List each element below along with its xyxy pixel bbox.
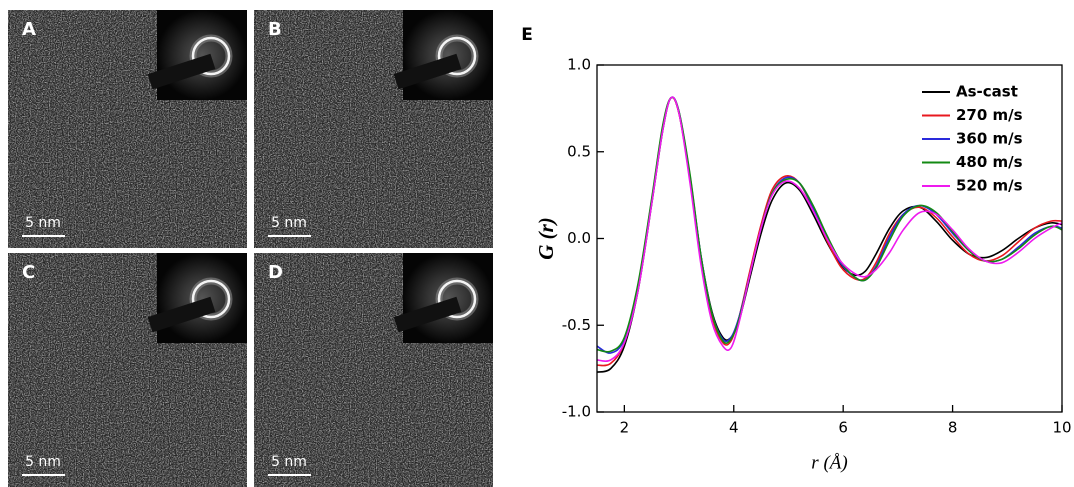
gr-chart: E -1.0 -0.5 0.0 0.5 1.0 2 4 6 8 10 G (r) r (Å) As-cas… (521, 25, 1071, 473)
beam-stop (393, 296, 462, 333)
scale-bar-label: 5 nm (271, 215, 307, 231)
panel-label: C (22, 262, 35, 283)
panel-label: A (22, 19, 36, 40)
legend-label: 480 m/s (956, 153, 1023, 171)
x-tick-label: 4 (729, 419, 739, 437)
diffraction-ring (437, 279, 477, 319)
beam-stop (393, 53, 462, 90)
scale-bar-label: 5 nm (25, 454, 61, 470)
y-tick-label: 1.0 (567, 56, 591, 74)
x-axis-label: r (Å) (811, 452, 847, 473)
legend-label: 520 m/s (956, 177, 1023, 195)
panel-label: D (268, 262, 283, 283)
diffraction-inset (157, 253, 247, 343)
tem-panel: D 5 nm (254, 253, 493, 487)
scale-bar-label: 5 nm (25, 215, 61, 231)
tem-panel: A 5 nm (8, 10, 247, 248)
diffraction-ring (437, 36, 477, 76)
y-axis-label: G (r) (534, 217, 558, 260)
diffraction-inset (403, 10, 493, 100)
panel-label: B (268, 19, 282, 40)
beam-stop (147, 296, 216, 333)
beam-stop (147, 53, 216, 90)
y-tick-label: 0.5 (567, 142, 591, 160)
x-tick-label: 10 (1052, 419, 1071, 437)
legend-label: 270 m/s (956, 106, 1023, 124)
tem-panel: B 5 nm (254, 10, 493, 248)
diffraction-inset (403, 253, 493, 343)
tem-panel: C 5 nm (8, 253, 247, 487)
y-tick-label: 0.0 (567, 229, 591, 247)
diffraction-ring (191, 279, 231, 319)
legend-label: 360 m/s (956, 130, 1023, 148)
scale-bar-label: 5 nm (271, 454, 307, 470)
diffraction-inset (157, 10, 247, 100)
diffraction-ring (191, 36, 231, 76)
y-tick-label: -0.5 (562, 316, 591, 334)
x-tick-label: 2 (620, 419, 630, 437)
y-tick-label: -1.0 (562, 403, 591, 421)
series-line (597, 96, 1062, 363)
x-tick-label: 8 (948, 419, 958, 437)
x-tick-label: 6 (838, 419, 848, 437)
panel-label: E (521, 25, 533, 45)
tem-panels: A 5 nm B 5 nm C 5 nm D 5 nm (8, 10, 493, 487)
legend-label: As-cast (956, 83, 1018, 101)
plot-frame (596, 64, 1063, 413)
